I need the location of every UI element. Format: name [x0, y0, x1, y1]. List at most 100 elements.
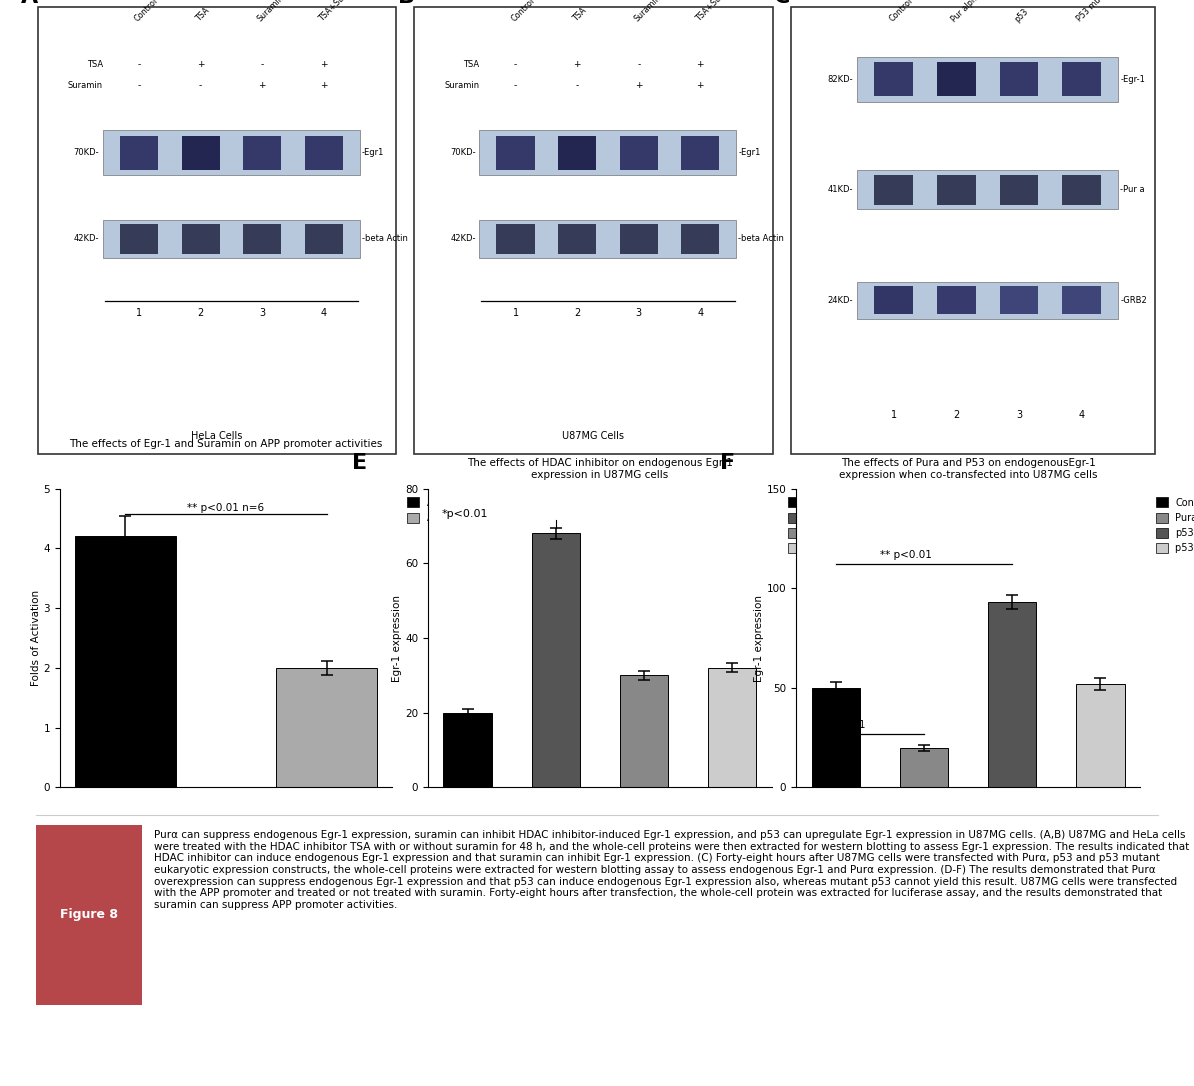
Bar [479, 219, 737, 258]
Bar [874, 287, 913, 315]
Text: *p<0.01: *p<0.01 [442, 508, 488, 518]
Bar [857, 282, 1119, 319]
Title: The effects of Egr-1 and Suramin on APP promoter activities: The effects of Egr-1 and Suramin on APP … [69, 439, 382, 449]
Text: +: + [197, 61, 204, 70]
Bar [479, 130, 737, 176]
Text: Suramin: Suramin [256, 0, 287, 24]
Bar [937, 287, 975, 315]
Text: P53 mutant: P53 mutant [1075, 0, 1114, 24]
Text: -: - [137, 61, 141, 70]
Text: +: + [320, 61, 327, 70]
Bar [103, 130, 359, 176]
Bar [304, 224, 343, 254]
Bar [558, 224, 596, 254]
Text: +: + [320, 80, 327, 90]
Bar [999, 287, 1039, 315]
Text: Pur alpha: Pur alpha [950, 0, 983, 24]
Text: 4: 4 [1078, 411, 1084, 420]
Text: -: - [513, 80, 517, 90]
Text: *p<0.01: *p<0.01 [823, 720, 866, 730]
Bar [1063, 175, 1101, 204]
Text: +: + [573, 61, 580, 70]
Bar [857, 171, 1119, 210]
Text: 24KD-: 24KD- [827, 295, 854, 305]
Bar [620, 224, 658, 254]
Text: 1: 1 [512, 307, 518, 318]
Text: 41KD-: 41KD- [827, 186, 854, 194]
Bar [874, 62, 913, 97]
Text: TSA+Suramin: TSA+Suramin [318, 0, 363, 24]
Bar [681, 136, 719, 171]
Bar [708, 668, 757, 787]
Text: 42KD-: 42KD- [450, 235, 475, 243]
Text: +: + [696, 61, 704, 70]
Text: 2: 2 [574, 307, 580, 318]
Text: -: - [199, 80, 202, 90]
Bar [1063, 62, 1101, 97]
Text: C: C [774, 0, 790, 8]
Bar [620, 675, 669, 787]
Bar [119, 136, 158, 171]
Text: 3: 3 [1016, 411, 1022, 420]
Text: 3: 3 [259, 307, 265, 318]
Text: -beta Actin: -beta Actin [738, 235, 784, 243]
Text: ** p<0.01 n=6: ** p<0.01 n=6 [187, 503, 264, 513]
Bar [244, 224, 282, 254]
Text: Suramin: Suramin [633, 0, 663, 24]
Text: 70KD-: 70KD- [450, 149, 475, 157]
Text: TSA: TSA [463, 61, 479, 70]
Bar [276, 668, 377, 787]
Text: 4: 4 [697, 307, 703, 318]
Text: TSA: TSA [571, 7, 589, 24]
Bar [103, 219, 359, 258]
Text: -Egr-1: -Egr-1 [1120, 75, 1145, 84]
Text: -: - [638, 61, 640, 70]
Legend: APP170/147, APP170/147+Suramin: APP170/147, APP170/147+Suramin [404, 493, 538, 527]
Title: The effects of HDAC inhibitor on endogenous Egr-1
expression in U87MG cells: The effects of HDAC inhibitor on endogen… [467, 458, 733, 480]
Bar [119, 224, 158, 254]
Bar [857, 56, 1119, 102]
Text: -: - [513, 61, 517, 70]
Text: -Pur a: -Pur a [1120, 186, 1145, 194]
Bar [681, 224, 719, 254]
Bar [987, 602, 1036, 787]
Bar [937, 62, 975, 97]
Bar [999, 62, 1039, 97]
Bar [900, 747, 948, 787]
Text: 70KD-: 70KD- [74, 149, 99, 157]
Text: -Egr1: -Egr1 [738, 149, 761, 157]
Bar [497, 224, 535, 254]
Text: -beta Actin: -beta Actin [362, 235, 407, 243]
Text: Control: Control [133, 0, 160, 24]
Y-axis label: Egr-1 expression: Egr-1 expression [392, 594, 402, 682]
Bar [75, 536, 176, 787]
Bar [244, 136, 282, 171]
Bar [874, 175, 913, 204]
Legend: Control, Pura, p53, p53 mutant: Control, Pura, p53, p53 mutant [1152, 493, 1194, 557]
Text: -GRB2: -GRB2 [1120, 295, 1147, 305]
Text: A: A [21, 0, 38, 8]
Text: Purα can suppress endogenous Egr-1 expression, suramin can inhibit HDAC inhibito: Purα can suppress endogenous Egr-1 expre… [154, 830, 1189, 910]
Text: p53: p53 [1013, 7, 1029, 24]
Text: 2: 2 [953, 411, 960, 420]
Text: 3: 3 [635, 307, 641, 318]
Text: HeLa Cells: HeLa Cells [191, 430, 242, 441]
Text: TSA: TSA [87, 61, 103, 70]
Bar [497, 136, 535, 171]
Bar [999, 175, 1039, 204]
Bar [620, 136, 658, 171]
Bar [558, 136, 596, 171]
Text: 42KD-: 42KD- [74, 235, 99, 243]
Text: Figure 8: Figure 8 [60, 909, 118, 921]
Text: 1: 1 [891, 411, 897, 420]
Bar [531, 533, 580, 787]
Bar [443, 712, 492, 787]
Text: Control: Control [887, 0, 915, 24]
Text: 1: 1 [136, 307, 142, 318]
Bar [181, 136, 220, 171]
Text: -Egr1: -Egr1 [362, 149, 384, 157]
Bar [937, 175, 975, 204]
Bar [1063, 287, 1101, 315]
Text: 2: 2 [197, 307, 204, 318]
Text: TSA: TSA [195, 7, 211, 24]
